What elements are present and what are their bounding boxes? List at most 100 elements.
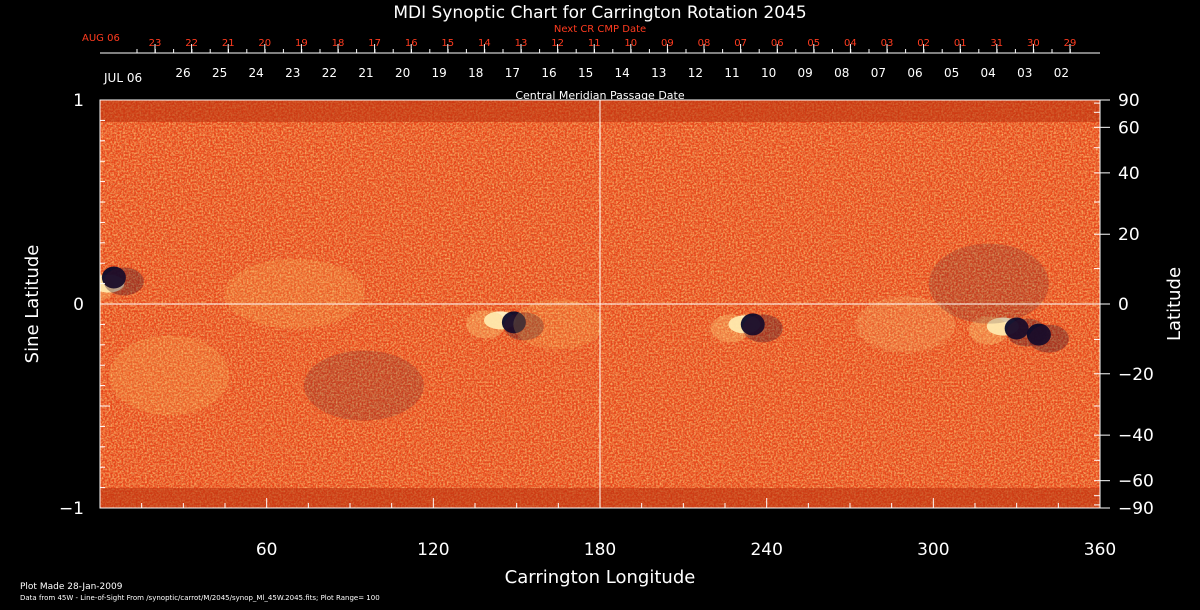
cmp-date-label: 24	[249, 66, 264, 80]
cmp-date-label: 17	[505, 66, 520, 80]
plage-zone	[224, 258, 365, 329]
next-cr-date-label: 13	[515, 38, 528, 49]
magnetogram-map	[100, 100, 1100, 508]
next-cr-month-label: AUG 06	[82, 33, 120, 44]
y-right-axis-label: Latitude	[1164, 267, 1185, 341]
y-left-tick-label: 0	[73, 295, 84, 315]
x-tick-label: 300	[917, 540, 949, 560]
cmp-date-label: 05	[944, 66, 959, 80]
cmp-date-label: 04	[981, 66, 996, 80]
next-cr-date-label: 16	[405, 38, 418, 49]
cmp-date-label: 13	[651, 66, 666, 80]
cmp-date-label: 12	[688, 66, 703, 80]
next-cr-date-label: 30	[1027, 38, 1040, 49]
next-cr-date-label: 23	[149, 38, 162, 49]
cmp-date-ticks: 26 25 24 23 22 21 20 19 18 17 16 15 14 13 12 11 10 09 08 07…	[175, 66, 1069, 80]
region-halo	[1028, 324, 1069, 353]
cmp-date-label: 15	[578, 66, 593, 80]
y-right-axis-ticks: 90 60 40 20 0 −20 −40 −60 −90	[1094, 91, 1154, 519]
region-halo	[968, 316, 1009, 345]
cmp-date-label: 06	[907, 66, 922, 80]
plage-zone	[109, 335, 230, 416]
region-halo	[742, 314, 783, 343]
region-halo	[466, 310, 506, 339]
next-cr-date-label: 07	[734, 38, 747, 49]
next-cr-date-ticks: 23 22 21 20 19 18 17 16 15 14 13 12 11 10 09 08 07 06 05 04…	[136, 38, 1077, 53]
cmp-date-label: 07	[871, 66, 886, 80]
y-right-tick-label: 90	[1118, 91, 1140, 111]
y-right-tick-label: 40	[1118, 164, 1140, 184]
cmp-date-label: 19	[432, 66, 447, 80]
next-cr-date-label: 19	[295, 38, 308, 49]
x-tick-label: 240	[750, 540, 782, 560]
plage-zone	[928, 243, 1049, 324]
cmp-date-label: 21	[358, 66, 373, 80]
y-left-axis-ticks: 1 0 −1	[59, 91, 110, 519]
negative-polarity-region	[1004, 317, 1029, 340]
y-right-tick-label: −20	[1118, 365, 1154, 385]
next-cr-date-label: 31	[990, 38, 1003, 49]
region-halo	[103, 267, 144, 296]
plage-zone	[513, 299, 604, 350]
cmp-date-label: 22	[322, 66, 337, 80]
next-cr-date-label: 12	[551, 38, 564, 49]
next-cr-date-label: 11	[588, 38, 601, 49]
next-cr-date-label: 01	[954, 38, 967, 49]
next-cr-date-label: 06	[771, 38, 784, 49]
next-cr-date-label: 09	[661, 38, 674, 49]
region-halo	[710, 314, 751, 343]
y-right-tick-label: 20	[1118, 225, 1140, 245]
negative-polarity-region	[101, 266, 126, 289]
next-cr-date-label: 22	[185, 38, 198, 49]
next-cr-date-label: 17	[368, 38, 381, 49]
cmp-axis-title: Central Meridian Passage Date	[515, 89, 684, 102]
next-cr-date-label: 18	[332, 38, 345, 49]
cmp-date-label: 02	[1054, 66, 1069, 80]
x-axis-label: Carrington Longitude	[505, 567, 696, 588]
next-cr-date-label: 20	[258, 38, 271, 49]
y-right-tick-label: −40	[1118, 426, 1154, 446]
next-cr-axis-title: Next CR CMP Date	[554, 24, 646, 35]
cmp-date-label: 23	[285, 66, 300, 80]
next-cr-date-label: 10	[624, 38, 637, 49]
y-left-axis-label: Sine Latitude	[22, 245, 43, 364]
next-cr-date-label: 02	[917, 38, 930, 49]
cmp-date-label: 11	[724, 66, 739, 80]
cmp-date-label: 16	[541, 66, 556, 80]
x-tick-label: 360	[1084, 540, 1116, 560]
plot-made-note: Plot Made 28-Jan-2009	[20, 582, 123, 592]
region-halo	[503, 312, 544, 341]
y-right-tick-label: 60	[1118, 118, 1140, 138]
next-cr-date-label: 04	[844, 38, 857, 49]
x-tick-label: 60	[256, 540, 278, 560]
negative-polarity-region	[1026, 323, 1051, 346]
cmp-date-label: 25	[212, 66, 227, 80]
data-source-note: Data from 45W - Line-of-Sight From /syno…	[20, 594, 380, 602]
next-cr-date-label: 03	[881, 38, 894, 49]
cmp-month-label: JUL 06	[103, 71, 142, 85]
x-tick-label: 120	[417, 540, 449, 560]
next-cr-date-label: 21	[222, 38, 235, 49]
y-left-tick-label: 1	[73, 91, 84, 111]
cmp-date-label: 09	[798, 66, 813, 80]
active-regions	[100, 243, 1069, 421]
cmp-date-label: 10	[761, 66, 776, 80]
y-left-tick-label: −1	[59, 499, 84, 519]
chart-title: MDI Synoptic Chart for Carrington Rotati…	[393, 3, 806, 23]
cmp-date-label: 20	[395, 66, 410, 80]
y-right-tick-label: −90	[1118, 499, 1154, 519]
next-cr-date-label: 29	[1064, 38, 1077, 49]
y-right-tick-label: −60	[1118, 472, 1154, 492]
x-tick-label: 180	[584, 540, 616, 560]
cmp-date-label: 14	[615, 66, 630, 80]
cmp-date-label: 08	[834, 66, 849, 80]
plage-zone	[303, 350, 424, 421]
cmp-date-label: 26	[175, 66, 190, 80]
negative-polarity-region	[501, 311, 526, 334]
next-cr-date-label: 05	[807, 38, 820, 49]
next-cr-date-label: 15	[441, 38, 454, 49]
negative-polarity-region	[740, 313, 765, 336]
cmp-date-label: 03	[1017, 66, 1032, 80]
x-axis-ticks: 60 120 180 240 300 360	[99, 498, 1116, 560]
